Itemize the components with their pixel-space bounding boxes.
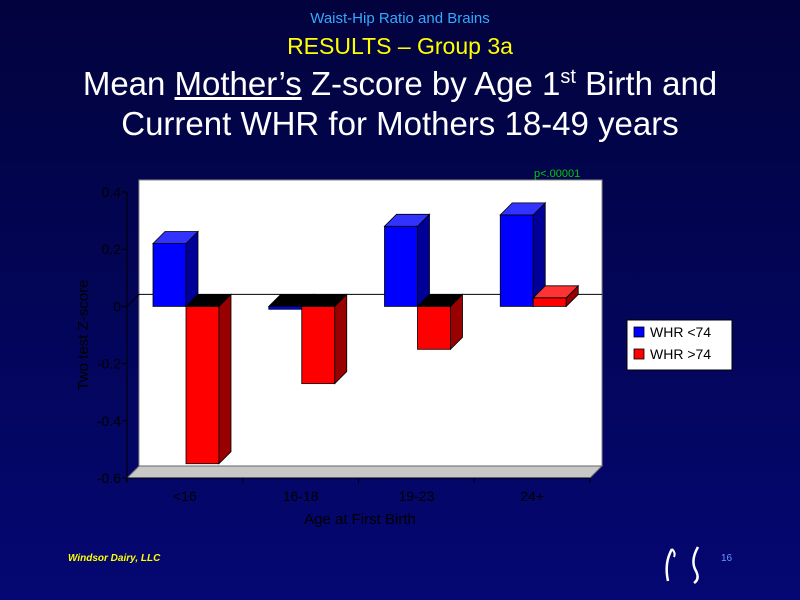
- bar-top: [383, 213, 431, 227]
- title-superscript: st: [560, 66, 576, 88]
- y-tick-label: -0.4: [97, 413, 121, 429]
- title-mid: Z-score by Age 1: [301, 65, 561, 102]
- bar-top: [532, 285, 580, 299]
- bar: [384, 225, 418, 307]
- title-prefix: Mean: [82, 65, 175, 102]
- bar: [499, 214, 534, 307]
- title-line2: Current WHR for Mothers 18-49 years: [121, 105, 679, 142]
- y-axis-title: Two test Z-score: [75, 280, 92, 391]
- plot-floor: [125, 465, 604, 479]
- x-tick-label: <16: [173, 488, 197, 504]
- logo-icon: [665, 546, 700, 585]
- page-number: 16: [721, 553, 733, 564]
- bar-side: [334, 293, 348, 385]
- y-tick-label: -0.6: [97, 470, 121, 486]
- title-suffix: Birth and: [575, 65, 718, 102]
- significance-annotation: p<.00001: [534, 168, 580, 180]
- legend-label: WHR <74: [650, 324, 711, 340]
- bar-top: [499, 202, 547, 216]
- x-tick-label: 24+: [520, 488, 544, 504]
- bar: [532, 297, 567, 307]
- y-tick-label: -0.2: [97, 356, 121, 372]
- bar: [185, 305, 220, 465]
- y-tick-label: 0.2: [102, 241, 122, 257]
- bar-side: [218, 293, 232, 465]
- footer-company: Windsor Dairy, LLC: [68, 553, 161, 564]
- legend-box: [626, 319, 733, 371]
- bar-top: [300, 293, 348, 307]
- bar-top: [185, 293, 232, 307]
- legend-swatch: [633, 348, 645, 360]
- title-underlined: Mother’s: [174, 65, 302, 102]
- bar-top: [152, 231, 199, 244]
- x-tick-label: 16-18: [283, 488, 319, 504]
- bar: [268, 305, 303, 310]
- y-tick-label: 0: [113, 298, 121, 314]
- bar: [301, 305, 336, 385]
- bar: [417, 305, 451, 350]
- slide-title: Mean Mother’s Z-score by Age 1st Birth a…: [0, 64, 800, 144]
- slide-header: Waist-Hip Ratio and Brains: [310, 10, 490, 27]
- bar-side: [417, 213, 430, 308]
- y-tick-label: 0.4: [102, 184, 122, 200]
- legend-label: WHR >74: [650, 346, 711, 362]
- legend-swatch: [633, 326, 645, 338]
- bar-top: [416, 293, 464, 307]
- bar: [152, 243, 187, 307]
- x-axis-title: Age at First Birth: [304, 511, 416, 528]
- slide-subheader: RESULTS – Group 3a: [287, 33, 513, 59]
- x-tick-label: 19-23: [398, 488, 434, 504]
- bar-side: [185, 230, 199, 308]
